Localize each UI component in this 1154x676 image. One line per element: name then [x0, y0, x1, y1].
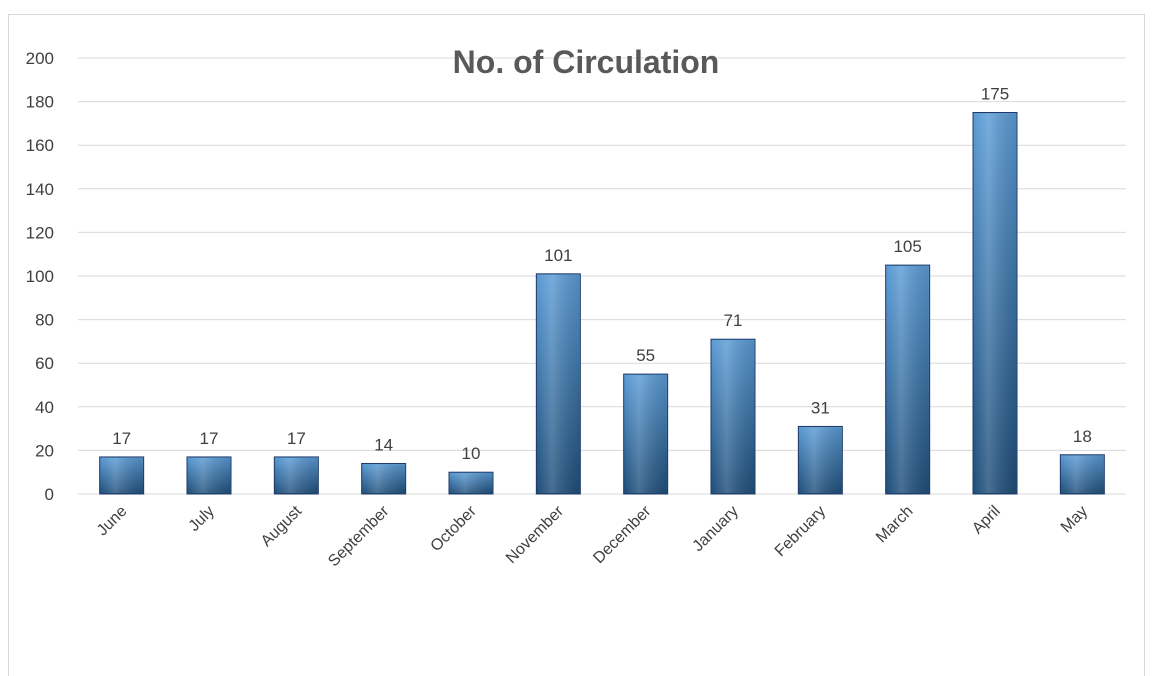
y-tick-label: 60 [35, 354, 54, 373]
data-label: 14 [374, 435, 393, 454]
bar-shine [100, 457, 143, 493]
bar-shine [974, 113, 1016, 493]
bar-shine [275, 457, 318, 493]
bar-shine [537, 274, 580, 493]
data-label: 31 [811, 398, 830, 417]
y-tick-label: 0 [45, 485, 54, 504]
bar-shine [1061, 455, 1104, 493]
x-tick-label: January [690, 503, 742, 555]
x-tick-label: May [1058, 503, 1091, 536]
data-label: 18 [1073, 427, 1092, 446]
bars [99, 112, 1105, 495]
x-tick-label: February [772, 503, 829, 560]
bar-shine [799, 427, 842, 493]
y-tick-label: 80 [35, 311, 54, 330]
x-tick-label: December [590, 502, 655, 567]
y-tick-label: 20 [35, 441, 54, 460]
x-tick-label: March [873, 503, 916, 546]
x-tick-label: August [258, 502, 306, 550]
bar-shine [712, 340, 754, 493]
data-label: 105 [893, 237, 921, 256]
data-label: 17 [200, 429, 219, 448]
x-axis-category-labels: June July August September October November De… [94, 502, 1091, 570]
y-axis-tick-labels: 0 20 40 60 80 100 120 140 160 180 200 [26, 49, 54, 504]
data-label: 55 [636, 346, 655, 365]
y-tick-label: 120 [26, 223, 54, 242]
gridlines [78, 57, 1126, 495]
y-tick-label: 200 [26, 49, 54, 68]
bar-shine [188, 457, 230, 493]
bar-shine [624, 375, 667, 493]
data-label: 17 [112, 429, 131, 448]
bar-shine [886, 266, 929, 493]
data-label: 101 [544, 246, 572, 265]
y-tick-label: 100 [26, 267, 54, 286]
bar-shine [450, 473, 492, 493]
x-tick-label: April [969, 503, 1004, 538]
x-tick-label: June [94, 503, 131, 540]
y-tick-label: 160 [26, 136, 54, 155]
x-tick-label: September [325, 502, 393, 570]
y-tick-label: 140 [26, 180, 54, 199]
x-tick-label: July [186, 503, 218, 535]
data-label: 17 [287, 429, 306, 448]
data-label: 10 [462, 444, 481, 463]
x-tick-label: November [503, 502, 568, 567]
data-label: 175 [981, 85, 1009, 104]
chart-title: No. of Circulation [453, 44, 720, 80]
bar-shine [362, 464, 405, 493]
y-tick-label: 180 [26, 93, 54, 112]
x-tick-label: October [428, 502, 481, 555]
y-tick-label: 40 [35, 398, 54, 417]
data-label: 71 [724, 311, 743, 330]
data-labels: 17 17 17 14 10 101 55 71 31 105 175 18 [112, 85, 1092, 464]
